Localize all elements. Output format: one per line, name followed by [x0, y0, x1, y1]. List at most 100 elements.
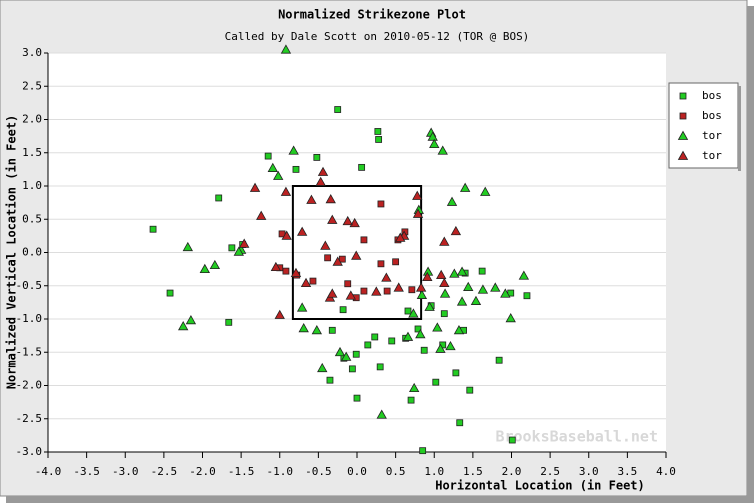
point — [518, 270, 530, 280]
point — [280, 186, 292, 196]
point — [508, 436, 516, 444]
point — [388, 337, 396, 345]
y-tick-label: 0.0 — [22, 246, 42, 259]
point — [341, 351, 352, 361]
legend-marker — [679, 92, 687, 100]
point — [360, 236, 368, 244]
point — [315, 176, 326, 186]
point — [439, 288, 451, 298]
point — [435, 343, 446, 353]
point — [432, 322, 443, 332]
x-tick-label: 1.5 — [463, 465, 483, 478]
point — [456, 296, 468, 306]
point — [436, 269, 447, 280]
y-tick-label: -2.0 — [16, 379, 43, 392]
point — [345, 290, 357, 300]
point — [317, 166, 329, 176]
x-tick-label: -4.0 — [35, 465, 62, 478]
point — [298, 322, 309, 333]
legend-marker — [677, 150, 689, 160]
point — [427, 131, 438, 141]
point — [332, 256, 343, 266]
y-tick-label: -3.0 — [16, 445, 43, 458]
y-axis-label: Normalized Vertical Location (in Feet) — [5, 115, 19, 390]
point — [376, 363, 384, 371]
point — [478, 267, 486, 275]
point — [149, 225, 157, 233]
x-tick-label: -0.5 — [305, 465, 332, 478]
point — [344, 280, 352, 288]
point — [256, 210, 267, 220]
x-tick-label: 3.0 — [579, 465, 599, 478]
point — [371, 286, 382, 296]
point — [477, 284, 489, 294]
point — [452, 369, 460, 377]
point — [375, 136, 383, 143]
point — [182, 241, 194, 252]
point — [317, 362, 328, 373]
x-tick-label: 2.5 — [540, 465, 560, 478]
legend-label: tor — [702, 129, 722, 142]
point — [376, 409, 387, 419]
point — [377, 260, 385, 268]
point — [166, 289, 174, 297]
point — [393, 282, 404, 292]
point — [377, 200, 385, 208]
point — [320, 240, 331, 250]
point — [249, 182, 261, 192]
point — [360, 287, 368, 295]
point — [209, 259, 221, 270]
point — [381, 272, 392, 282]
point — [408, 308, 419, 318]
point — [466, 386, 474, 394]
point — [404, 307, 412, 315]
point — [412, 190, 423, 200]
point — [505, 313, 516, 323]
point — [334, 346, 346, 357]
y-tick-label: 3.0 — [22, 46, 42, 59]
point — [440, 310, 448, 318]
point — [395, 232, 406, 242]
point — [327, 214, 338, 224]
point — [453, 324, 465, 335]
x-axis-label: Horizontal Location (in Feet) — [435, 479, 645, 493]
x-tick-label: 4.0 — [656, 465, 676, 478]
y-tick-label: -1.0 — [16, 312, 43, 325]
point — [470, 295, 482, 305]
point — [199, 263, 211, 274]
point — [424, 301, 435, 311]
point — [429, 138, 440, 149]
point — [419, 447, 427, 455]
point — [371, 333, 379, 341]
point — [185, 315, 197, 325]
point — [281, 230, 292, 240]
point — [288, 145, 299, 155]
point — [523, 292, 531, 300]
point — [480, 186, 491, 196]
point — [407, 396, 415, 404]
shadow — [747, 6, 754, 503]
point — [324, 254, 332, 262]
point — [264, 152, 272, 160]
y-tick-label: 2.5 — [22, 79, 42, 92]
point — [364, 341, 372, 349]
legend-marker — [679, 112, 687, 120]
point — [325, 193, 336, 204]
point — [445, 340, 456, 351]
point — [327, 288, 338, 298]
y-tick-label: 1.5 — [22, 146, 42, 159]
point — [353, 394, 361, 402]
legend-label: tor — [702, 149, 722, 162]
point — [328, 326, 336, 334]
chart-title: Normalized Strikezone Plot — [278, 8, 466, 22]
x-tick-label: -1.5 — [228, 465, 255, 478]
point — [439, 277, 450, 287]
point — [296, 226, 308, 236]
point — [311, 324, 323, 335]
watermark: BrooksBaseball.net — [495, 428, 658, 446]
x-tick-label: 1.0 — [424, 465, 444, 478]
point — [456, 266, 468, 276]
x-tick-label: -3.5 — [73, 465, 100, 478]
point — [437, 145, 448, 155]
